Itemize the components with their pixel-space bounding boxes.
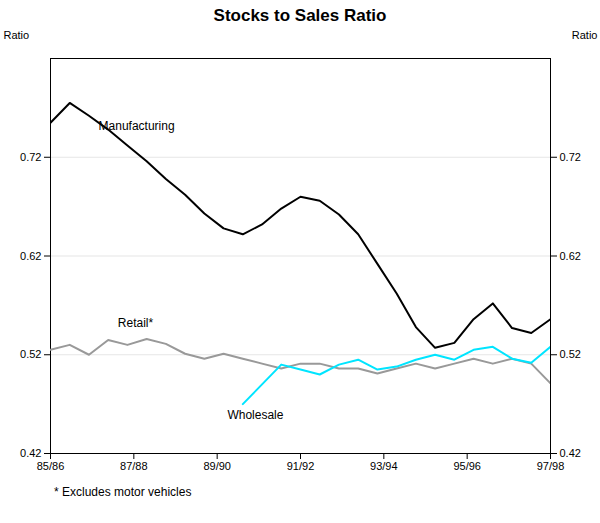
svg-text:91/92: 91/92 [287,460,315,472]
svg-text:0.52: 0.52 [560,348,581,360]
svg-text:0.52: 0.52 [20,348,41,360]
svg-text:0.62: 0.62 [20,250,41,262]
svg-text:Ratio: Ratio [572,29,598,41]
svg-text:0.62: 0.62 [560,250,581,262]
svg-text:87/88: 87/88 [120,460,148,472]
svg-text:85/86: 85/86 [37,460,65,472]
svg-text:Manufacturing: Manufacturing [99,119,175,133]
svg-text:0.42: 0.42 [20,447,41,459]
svg-text:Wholesale: Wholesale [227,408,283,422]
svg-text:Retail*: Retail* [118,316,154,330]
html-text:Stocks to Sales Ratio: Stocks to Sales Ratio [213,6,387,25]
svg-text:0.72: 0.72 [20,151,41,163]
svg-text:93/94: 93/94 [370,460,398,472]
svg-text:89/90: 89/90 [203,460,231,472]
html-text:* Excludes motor vehicles: * Excludes motor vehicles [54,485,192,499]
svg-text:0.42: 0.42 [560,447,581,459]
svg-text:0.72: 0.72 [560,151,581,163]
svg-text:95/96: 95/96 [453,460,481,472]
svg-text:Ratio: Ratio [4,29,30,41]
svg-text:97/98: 97/98 [537,460,565,472]
